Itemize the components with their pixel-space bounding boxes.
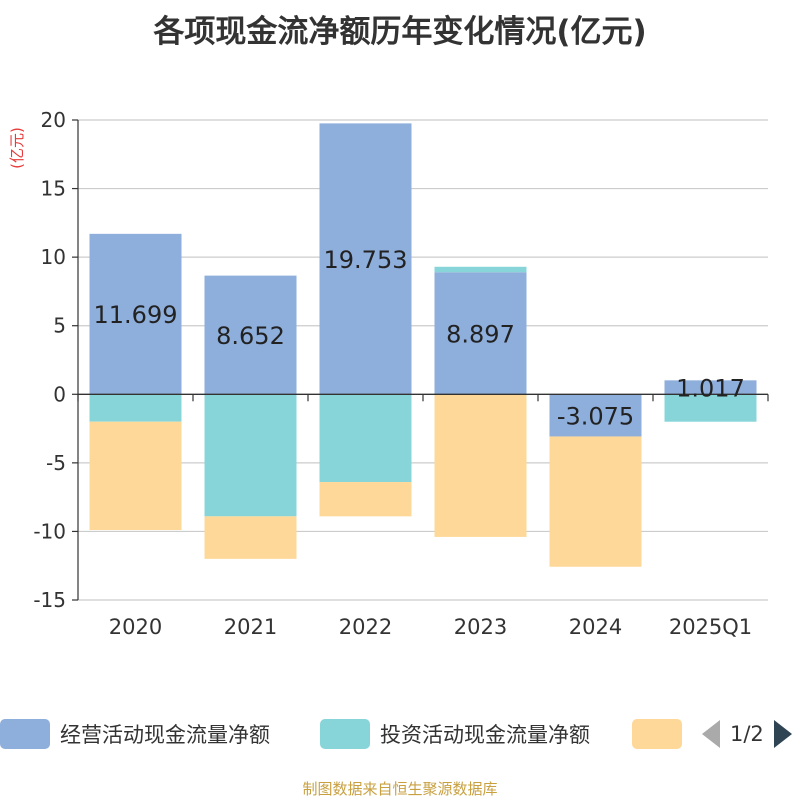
legend-page-indicator: 1/2 (730, 722, 764, 746)
data-label: 11.699 (94, 301, 178, 329)
bar-2-2021[interactable] (204, 394, 297, 517)
legend-swatch-operating (0, 719, 50, 749)
bar-1-2023[interactable] (434, 272, 527, 395)
y-tick-label: 0 (53, 382, 66, 406)
y-tick-label: 5 (53, 314, 66, 338)
bar-2-2025Q1[interactable] (664, 394, 757, 422)
x-tick-label: 2021 (224, 615, 277, 639)
x-tick-label: 2023 (454, 615, 507, 639)
y-tick-label: 20 (41, 108, 66, 132)
legend-pager: 1/2 (702, 716, 792, 752)
bar-3-2023[interactable] (434, 394, 527, 537)
x-tick-label: 2020 (109, 615, 162, 639)
data-label: 1.017 (676, 374, 745, 402)
legend-swatch-investing (320, 719, 370, 749)
bar-3-2022[interactable] (319, 482, 412, 517)
legend-label-operating: 经营活动现金流量净额 (60, 723, 270, 747)
y-tick-label: -10 (33, 519, 66, 543)
chart-title: 各项现金流净额历年变化情况(亿元) (153, 14, 647, 50)
data-label: 8.897 (446, 320, 515, 348)
bar-2-2020[interactable] (89, 394, 182, 422)
x-tick-label: 2022 (339, 615, 392, 639)
bar-2-2022[interactable] (319, 394, 412, 483)
x-tick-label: 2024 (569, 615, 622, 639)
bar-3-2024[interactable] (549, 436, 642, 567)
x-tick-label: 2025Q1 (669, 615, 752, 639)
legend: 经营活动现金流量净额 投资活动现金流量净额 1/2 (0, 716, 800, 756)
y-tick-label: 15 (41, 177, 66, 201)
bar-1-2020[interactable] (89, 233, 182, 395)
y-tick-label: -15 (33, 588, 66, 612)
legend-item-operating[interactable]: 经营活动现金流量净额 (0, 716, 270, 752)
y-axis-label: (亿元) (8, 127, 26, 169)
bar-1-2022[interactable] (319, 123, 412, 395)
source-note: 制图数据来自恒生聚源数据库 (302, 780, 498, 798)
bar-1-2025Q1[interactable] (664, 380, 757, 395)
axes: 20 15 10 5 0 -5 -10 -15 2020 2021 2022 2023 2024 2025… (33, 108, 769, 639)
data-labels: 11.699 8.652 19.753 8.897 -3.075 1.017 (94, 246, 745, 431)
chart-plot: 20 15 10 5 0 -5 -10 -15 2020 2021 2022 2023 2024 2025… (8, 108, 769, 639)
data-label: -3.075 (557, 402, 634, 430)
bar-1-2021[interactable] (204, 275, 297, 395)
grid-lines (78, 119, 768, 601)
legend-label-investing: 投资活动现金流量净额 (380, 723, 590, 747)
y-tick-label: 10 (41, 245, 66, 269)
bar-3-2021[interactable] (204, 516, 297, 559)
prev-page-icon[interactable] (702, 720, 720, 748)
legend-swatch-financing (632, 719, 682, 749)
legend-item-investing[interactable]: 投资活动现金流量净额 (320, 716, 590, 752)
next-page-icon[interactable] (773, 720, 792, 748)
bar-2-2023[interactable] (434, 266, 527, 273)
bar-3-2020[interactable] (89, 421, 182, 531)
y-tick-label: -5 (46, 451, 66, 475)
data-label: 8.652 (216, 322, 285, 350)
bar-series (89, 123, 757, 567)
data-label: 19.753 (324, 246, 408, 274)
bar-1-2024[interactable] (549, 394, 642, 437)
legend-item-financing[interactable] (632, 716, 692, 752)
